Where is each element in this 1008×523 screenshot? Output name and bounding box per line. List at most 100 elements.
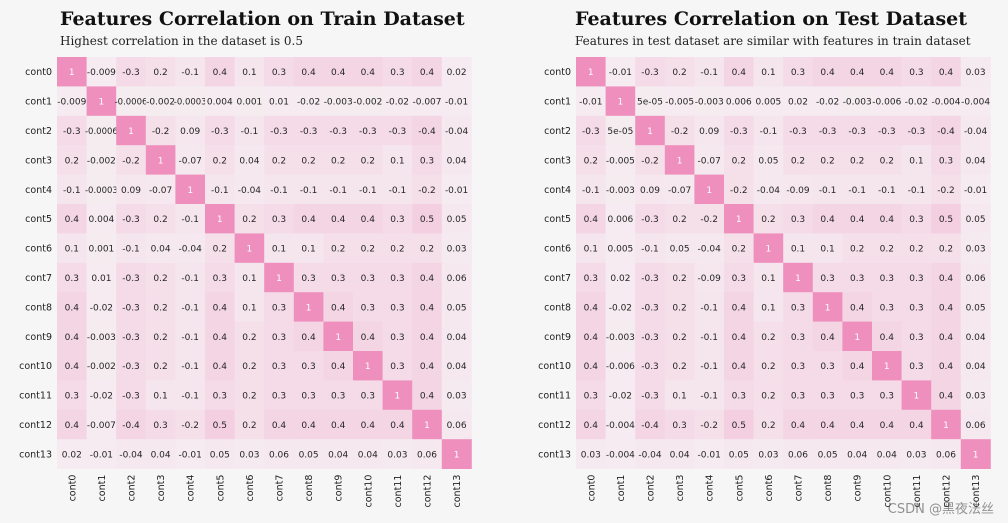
heat-label-8-9: 0.4 — [850, 303, 865, 313]
heat-label-2-0: -0.3 — [582, 127, 600, 137]
heat-label-12-13: 0.06 — [447, 421, 467, 431]
heat-cell-5-7 — [783, 204, 814, 234]
heat-cell-6-2 — [116, 233, 147, 264]
heat-label-12-5: 0.5 — [732, 421, 746, 431]
heat-label-2-0: -0.3 — [63, 127, 81, 137]
heat-label-2-6: -0.1 — [760, 127, 778, 137]
heat-cell-11-12 — [931, 380, 962, 411]
heat-cell-1-5 — [205, 86, 235, 117]
heat-cell-5-7 — [264, 204, 295, 234]
heat-cell-4-13 — [441, 174, 472, 205]
heat-cell-4-4 — [175, 174, 206, 205]
heat-label-0-13: 0.03 — [966, 68, 986, 78]
x-tick-label: cont7 — [794, 475, 805, 502]
heat-cell-13-9 — [842, 439, 873, 469]
x-tick-label: cont13 — [452, 475, 463, 508]
heat-cell-7-1 — [605, 262, 636, 293]
heat-cell-8-12 — [931, 292, 962, 322]
heat-cell-11-3 — [664, 380, 695, 411]
heat-label-11-13: 0.03 — [966, 392, 986, 402]
heat-cell-13-4 — [694, 439, 725, 469]
heat-label-5-0: 0.4 — [584, 215, 599, 225]
heat-label-2-4: 0.09 — [180, 127, 200, 137]
heat-label-1-11: -0.02 — [386, 98, 409, 108]
heat-label-10-0: 0.4 — [584, 362, 599, 372]
heat-cell-11-12 — [412, 380, 443, 411]
heat-cell-5-5 — [205, 204, 235, 234]
heat-label-6-8: 0.1 — [820, 245, 834, 255]
heat-label-9-10: 0.4 — [361, 333, 376, 343]
heat-label-6-13: 0.03 — [966, 245, 986, 255]
heat-cell-6-1 — [86, 233, 117, 264]
heat-cell-3-7 — [264, 145, 295, 175]
heat-cell-10-11 — [382, 351, 413, 381]
heat-label-10-2: -0.3 — [641, 362, 659, 372]
heat-label-8-7: 0.3 — [791, 303, 805, 313]
heat-cell-7-5 — [724, 262, 754, 293]
heat-cell-5-3 — [145, 204, 176, 234]
heat-cell-8-8 — [293, 292, 324, 322]
heat-label-1-13: -0.01 — [445, 98, 468, 108]
heat-cell-7-8 — [293, 262, 324, 293]
heat-label-11-11: 1 — [395, 392, 401, 402]
x-tick-label: cont9 — [334, 475, 345, 502]
heat-label-13-13: 1 — [973, 450, 979, 460]
heat-cell-2-1 — [86, 115, 117, 146]
heat-label-2-5: -0.3 — [211, 127, 229, 137]
heat-cell-2-9 — [842, 115, 873, 146]
heat-label-9-9: 1 — [335, 333, 341, 343]
heat-cell-6-9 — [323, 233, 354, 264]
heat-label-7-10: 0.3 — [880, 274, 894, 284]
heat-cell-0-13 — [441, 57, 472, 87]
heat-cell-7-10 — [872, 262, 902, 293]
heat-label-8-3: 0.2 — [153, 303, 167, 313]
heat-label-4-13: -0.01 — [445, 186, 468, 196]
heat-label-1-12: -0.004 — [931, 98, 960, 108]
heat-cell-10-9 — [842, 351, 873, 381]
heat-label-11-12: 0.4 — [939, 392, 954, 402]
heat-label-7-9: 0.3 — [331, 274, 345, 284]
heat-cell-3-0 — [576, 145, 606, 175]
heat-label-3-12: 0.3 — [420, 156, 434, 166]
heat-label-4-2: 0.09 — [640, 186, 660, 196]
heat-label-7-8: 0.3 — [820, 274, 834, 284]
heat-label-0-5: 0.4 — [732, 68, 747, 78]
heat-cell-5-10 — [353, 204, 383, 234]
heat-label-12-11: 0.4 — [390, 421, 405, 431]
heat-cell-12-11 — [382, 409, 413, 440]
heat-cell-4-0 — [576, 174, 606, 205]
heat-label-1-5: 0.004 — [207, 98, 233, 108]
heat-label-9-7: 0.3 — [272, 333, 286, 343]
heat-label-4-1: -0.0003 — [85, 186, 118, 196]
y-tick-label: cont7 — [544, 273, 571, 284]
heat-label-5-12: 0.5 — [420, 215, 434, 225]
heat-cell-2-3 — [664, 115, 695, 146]
heat-cell-11-11 — [382, 380, 413, 411]
heat-cell-4-7 — [783, 174, 814, 205]
heat-label-9-10: 0.4 — [880, 333, 895, 343]
heat-label-2-11: -0.3 — [908, 127, 926, 137]
heat-cell-3-10 — [353, 145, 383, 175]
heat-cell-10-5 — [724, 351, 754, 381]
heat-cell-0-2 — [635, 57, 666, 87]
heat-cell-9-8 — [293, 321, 324, 352]
heat-label-4-7: -0.1 — [270, 186, 288, 196]
heat-cell-3-11 — [901, 145, 932, 175]
heat-label-0-1: -0.01 — [609, 68, 632, 78]
heat-cell-8-10 — [353, 292, 383, 322]
heat-cell-8-11 — [382, 292, 413, 322]
heat-label-11-7: 0.3 — [791, 392, 805, 402]
heat-label-9-6: 0.2 — [761, 333, 775, 343]
heat-label-11-10: 0.3 — [361, 392, 375, 402]
heat-label-6-9: 0.2 — [331, 245, 345, 255]
heat-cell-7-3 — [664, 262, 695, 293]
heat-label-2-9: -0.3 — [329, 127, 347, 137]
heat-label-8-2: -0.3 — [641, 303, 659, 313]
heat-cell-4-1 — [605, 174, 636, 205]
heat-label-5-8: 0.4 — [301, 215, 316, 225]
heat-label-1-4: -0.0003 — [174, 98, 207, 108]
heat-cell-5-1 — [605, 204, 636, 234]
train-heatmap: 1 -0.009 -0.3 0.2 -0.1 0.4 0.1 0.3 0.4 0.4 0.4 0.3 0… — [19, 57, 472, 508]
heat-label-3-7: 0.2 — [791, 156, 805, 166]
heat-label-1-4: -0.003 — [695, 98, 724, 108]
